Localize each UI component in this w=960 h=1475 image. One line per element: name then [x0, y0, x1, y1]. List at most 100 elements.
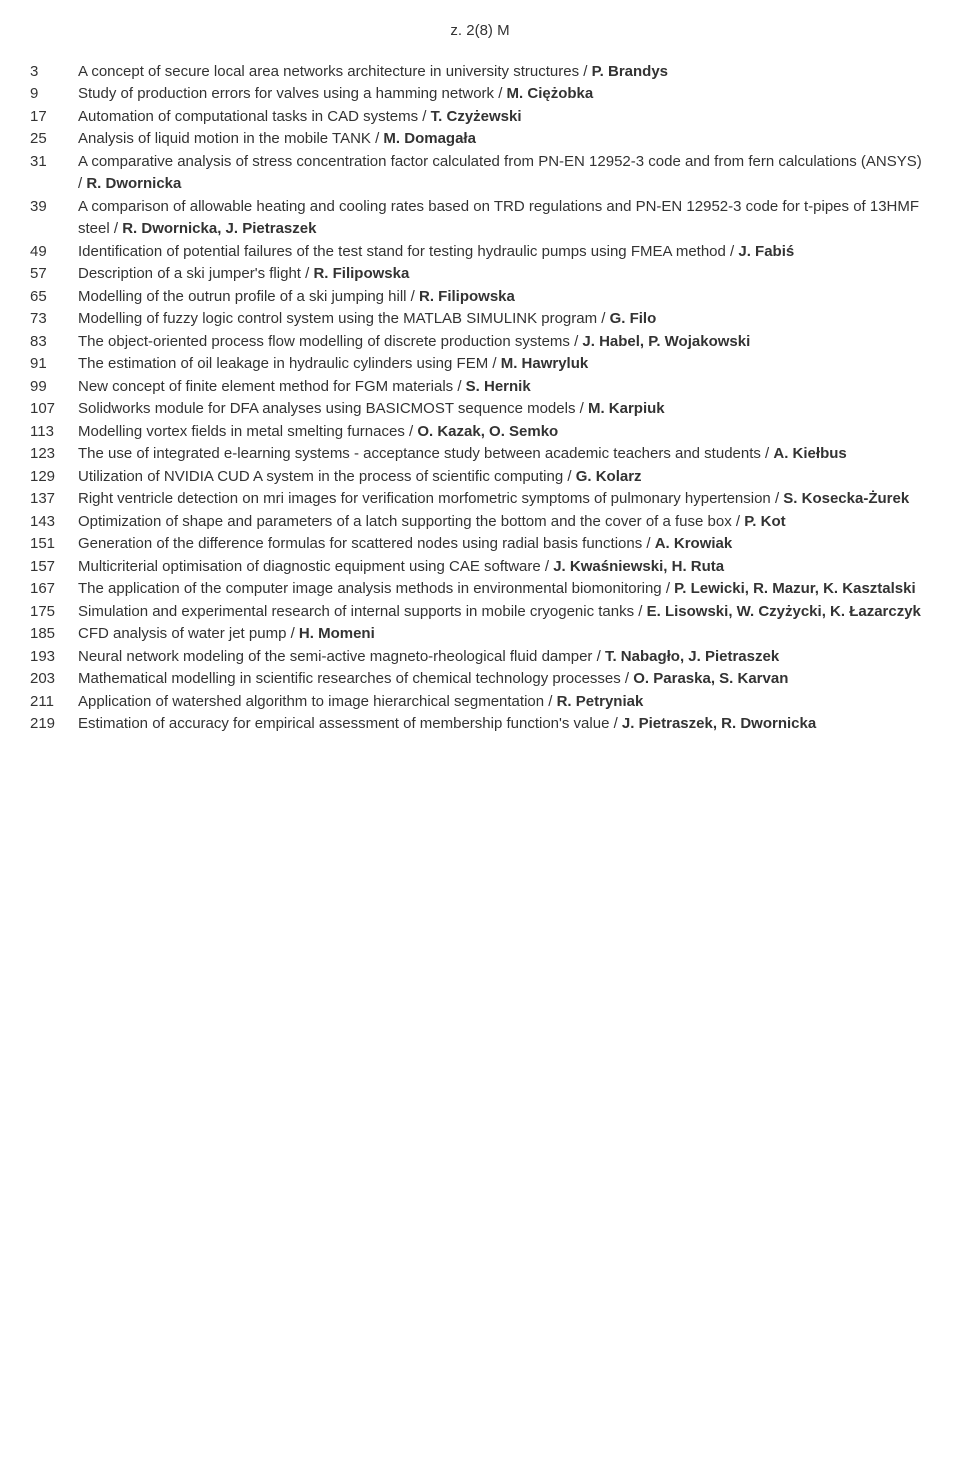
entry-title: The application of the computer image an…	[78, 580, 674, 597]
entry-author: R. Dwornicka	[86, 175, 181, 192]
entry-author: A. Krowiak	[655, 535, 733, 552]
entry-title: A concept of secure local area networks …	[78, 63, 592, 80]
toc-entry: 113Modelling vortex fields in metal smel…	[30, 421, 930, 444]
table-of-contents: 3A concept of secure local area networks…	[30, 61, 930, 736]
toc-entry: 167The application of the computer image…	[30, 578, 930, 601]
entry-author: E. Lisowski, W. Czyżycki, K. Łazarczyk	[647, 603, 921, 620]
entry-text: Optimization of shape and parameters of …	[78, 511, 930, 534]
page-number: 83	[30, 331, 78, 354]
toc-entry: 137Right ventricle detection on mri imag…	[30, 488, 930, 511]
entry-title: Description of a ski jumper's flight /	[78, 265, 313, 282]
entry-author: G. Kolarz	[576, 468, 642, 485]
entry-text: Estimation of accuracy for empirical ass…	[78, 713, 930, 736]
entry-title: Modelling vortex fields in metal smeltin…	[78, 423, 417, 440]
entry-author: T. Czyżewski	[431, 108, 522, 125]
page-number: 57	[30, 263, 78, 286]
page-number: 219	[30, 713, 78, 736]
entry-author: A. Kiełbus	[773, 445, 846, 462]
entry-text: Application of watershed algorithm to im…	[78, 691, 930, 714]
entry-author: R. Dwornicka, J. Pietraszek	[122, 220, 316, 237]
entry-author: J. Pietraszek, R. Dwornicka	[622, 715, 816, 732]
page-number: 193	[30, 646, 78, 669]
entry-text: A concept of secure local area networks …	[78, 61, 930, 84]
entry-text: Modelling of fuzzy logic control system …	[78, 308, 930, 331]
toc-entry: 157Multicriterial optimisation of diagno…	[30, 556, 930, 579]
page-number: 203	[30, 668, 78, 691]
entry-title: Neural network modeling of the semi-acti…	[78, 648, 605, 665]
toc-entry: 107Solidworks module for DFA analyses us…	[30, 398, 930, 421]
entry-author: M. Ciężobka	[507, 85, 594, 102]
entry-author: H. Momeni	[299, 625, 375, 642]
entry-text: Study of production errors for valves us…	[78, 83, 930, 106]
entry-text: Right ventricle detection on mri images …	[78, 488, 930, 511]
entry-author: R. Petryniak	[557, 693, 644, 710]
entry-title: Analysis of liquid motion in the mobile …	[78, 130, 383, 147]
toc-entry: 123The use of integrated e-learning syst…	[30, 443, 930, 466]
toc-entry: 3A concept of secure local area networks…	[30, 61, 930, 84]
toc-entry: 211Application of watershed algorithm to…	[30, 691, 930, 714]
page-number: 137	[30, 488, 78, 511]
page-number: 9	[30, 83, 78, 106]
entry-title: Mathematical modelling in scientific res…	[78, 670, 633, 687]
entry-text: Generation of the difference formulas fo…	[78, 533, 930, 556]
entry-title: Solidworks module for DFA analyses using…	[78, 400, 588, 417]
entry-text: Automation of computational tasks in CAD…	[78, 106, 930, 129]
issue-header: z. 2(8) M	[30, 20, 930, 43]
toc-entry: 143Optimization of shape and parameters …	[30, 511, 930, 534]
page-number: 107	[30, 398, 78, 421]
entry-title: A comparative analysis of stress concent…	[78, 153, 922, 193]
entry-author: J. Habel, P. Wojakowski	[582, 333, 750, 350]
page-number: 185	[30, 623, 78, 646]
entry-text: Solidworks module for DFA analyses using…	[78, 398, 930, 421]
entry-text: CFD analysis of water jet pump / H. Mome…	[78, 623, 930, 646]
entry-text: Neural network modeling of the semi-acti…	[78, 646, 930, 669]
entry-text: Modelling of the outrun profile of a ski…	[78, 286, 930, 309]
page-number: 151	[30, 533, 78, 556]
toc-entry: 203Mathematical modelling in scientific …	[30, 668, 930, 691]
entry-author: S. Kosecka-Żurek	[783, 490, 909, 507]
toc-entry: 25Analysis of liquid motion in the mobil…	[30, 128, 930, 151]
entry-text: The use of integrated e-learning systems…	[78, 443, 930, 466]
entry-author: M. Karpiuk	[588, 400, 665, 417]
entry-title: The object-oriented process flow modelli…	[78, 333, 582, 350]
entry-title: Identification of potential failures of …	[78, 243, 738, 260]
entry-author: T. Nabagło, J. Pietraszek	[605, 648, 779, 665]
page-number: 91	[30, 353, 78, 376]
page-number: 31	[30, 151, 78, 196]
entry-text: A comparative analysis of stress concent…	[78, 151, 930, 196]
toc-entry: 193Neural network modeling of the semi-a…	[30, 646, 930, 669]
toc-entry: 99New concept of finite element method f…	[30, 376, 930, 399]
entry-title: The use of integrated e-learning systems…	[78, 445, 773, 462]
entry-title: The estimation of oil leakage in hydraul…	[78, 355, 501, 372]
entry-text: A comparison of allowable heating and co…	[78, 196, 930, 241]
entry-title: Estimation of accuracy for empirical ass…	[78, 715, 622, 732]
page-number: 17	[30, 106, 78, 129]
entry-author: P. Lewicki, R. Mazur, K. Kasztalski	[674, 580, 916, 597]
entry-title: Simulation and experimental research of …	[78, 603, 647, 620]
entry-author: O. Kazak, O. Semko	[417, 423, 558, 440]
entry-title: Right ventricle detection on mri images …	[78, 490, 783, 507]
page-number: 129	[30, 466, 78, 489]
entry-title: Automation of computational tasks in CAD…	[78, 108, 431, 125]
entry-text: Description of a ski jumper's flight / R…	[78, 263, 930, 286]
toc-entry: 219Estimation of accuracy for empirical …	[30, 713, 930, 736]
entry-text: Analysis of liquid motion in the mobile …	[78, 128, 930, 151]
entry-title: Multicriterial optimisation of diagnosti…	[78, 558, 553, 575]
page-number: 143	[30, 511, 78, 534]
toc-entry: 83The object-oriented process flow model…	[30, 331, 930, 354]
entry-text: Utilization of NVIDIA CUD A system in th…	[78, 466, 930, 489]
entry-text: New concept of finite element method for…	[78, 376, 930, 399]
entry-text: Modelling vortex fields in metal smeltin…	[78, 421, 930, 444]
toc-entry: 31A comparative analysis of stress conce…	[30, 151, 930, 196]
entry-text: The application of the computer image an…	[78, 578, 930, 601]
page-number: 25	[30, 128, 78, 151]
entry-title: Generation of the difference formulas fo…	[78, 535, 655, 552]
toc-entry: 39A comparison of allowable heating and …	[30, 196, 930, 241]
page-number: 123	[30, 443, 78, 466]
entry-text: Mathematical modelling in scientific res…	[78, 668, 930, 691]
toc-entry: 57Description of a ski jumper's flight /…	[30, 263, 930, 286]
toc-entry: 17Automation of computational tasks in C…	[30, 106, 930, 129]
page-number: 65	[30, 286, 78, 309]
entry-author: R. Filipowska	[419, 288, 515, 305]
toc-entry: 73Modelling of fuzzy logic control syste…	[30, 308, 930, 331]
